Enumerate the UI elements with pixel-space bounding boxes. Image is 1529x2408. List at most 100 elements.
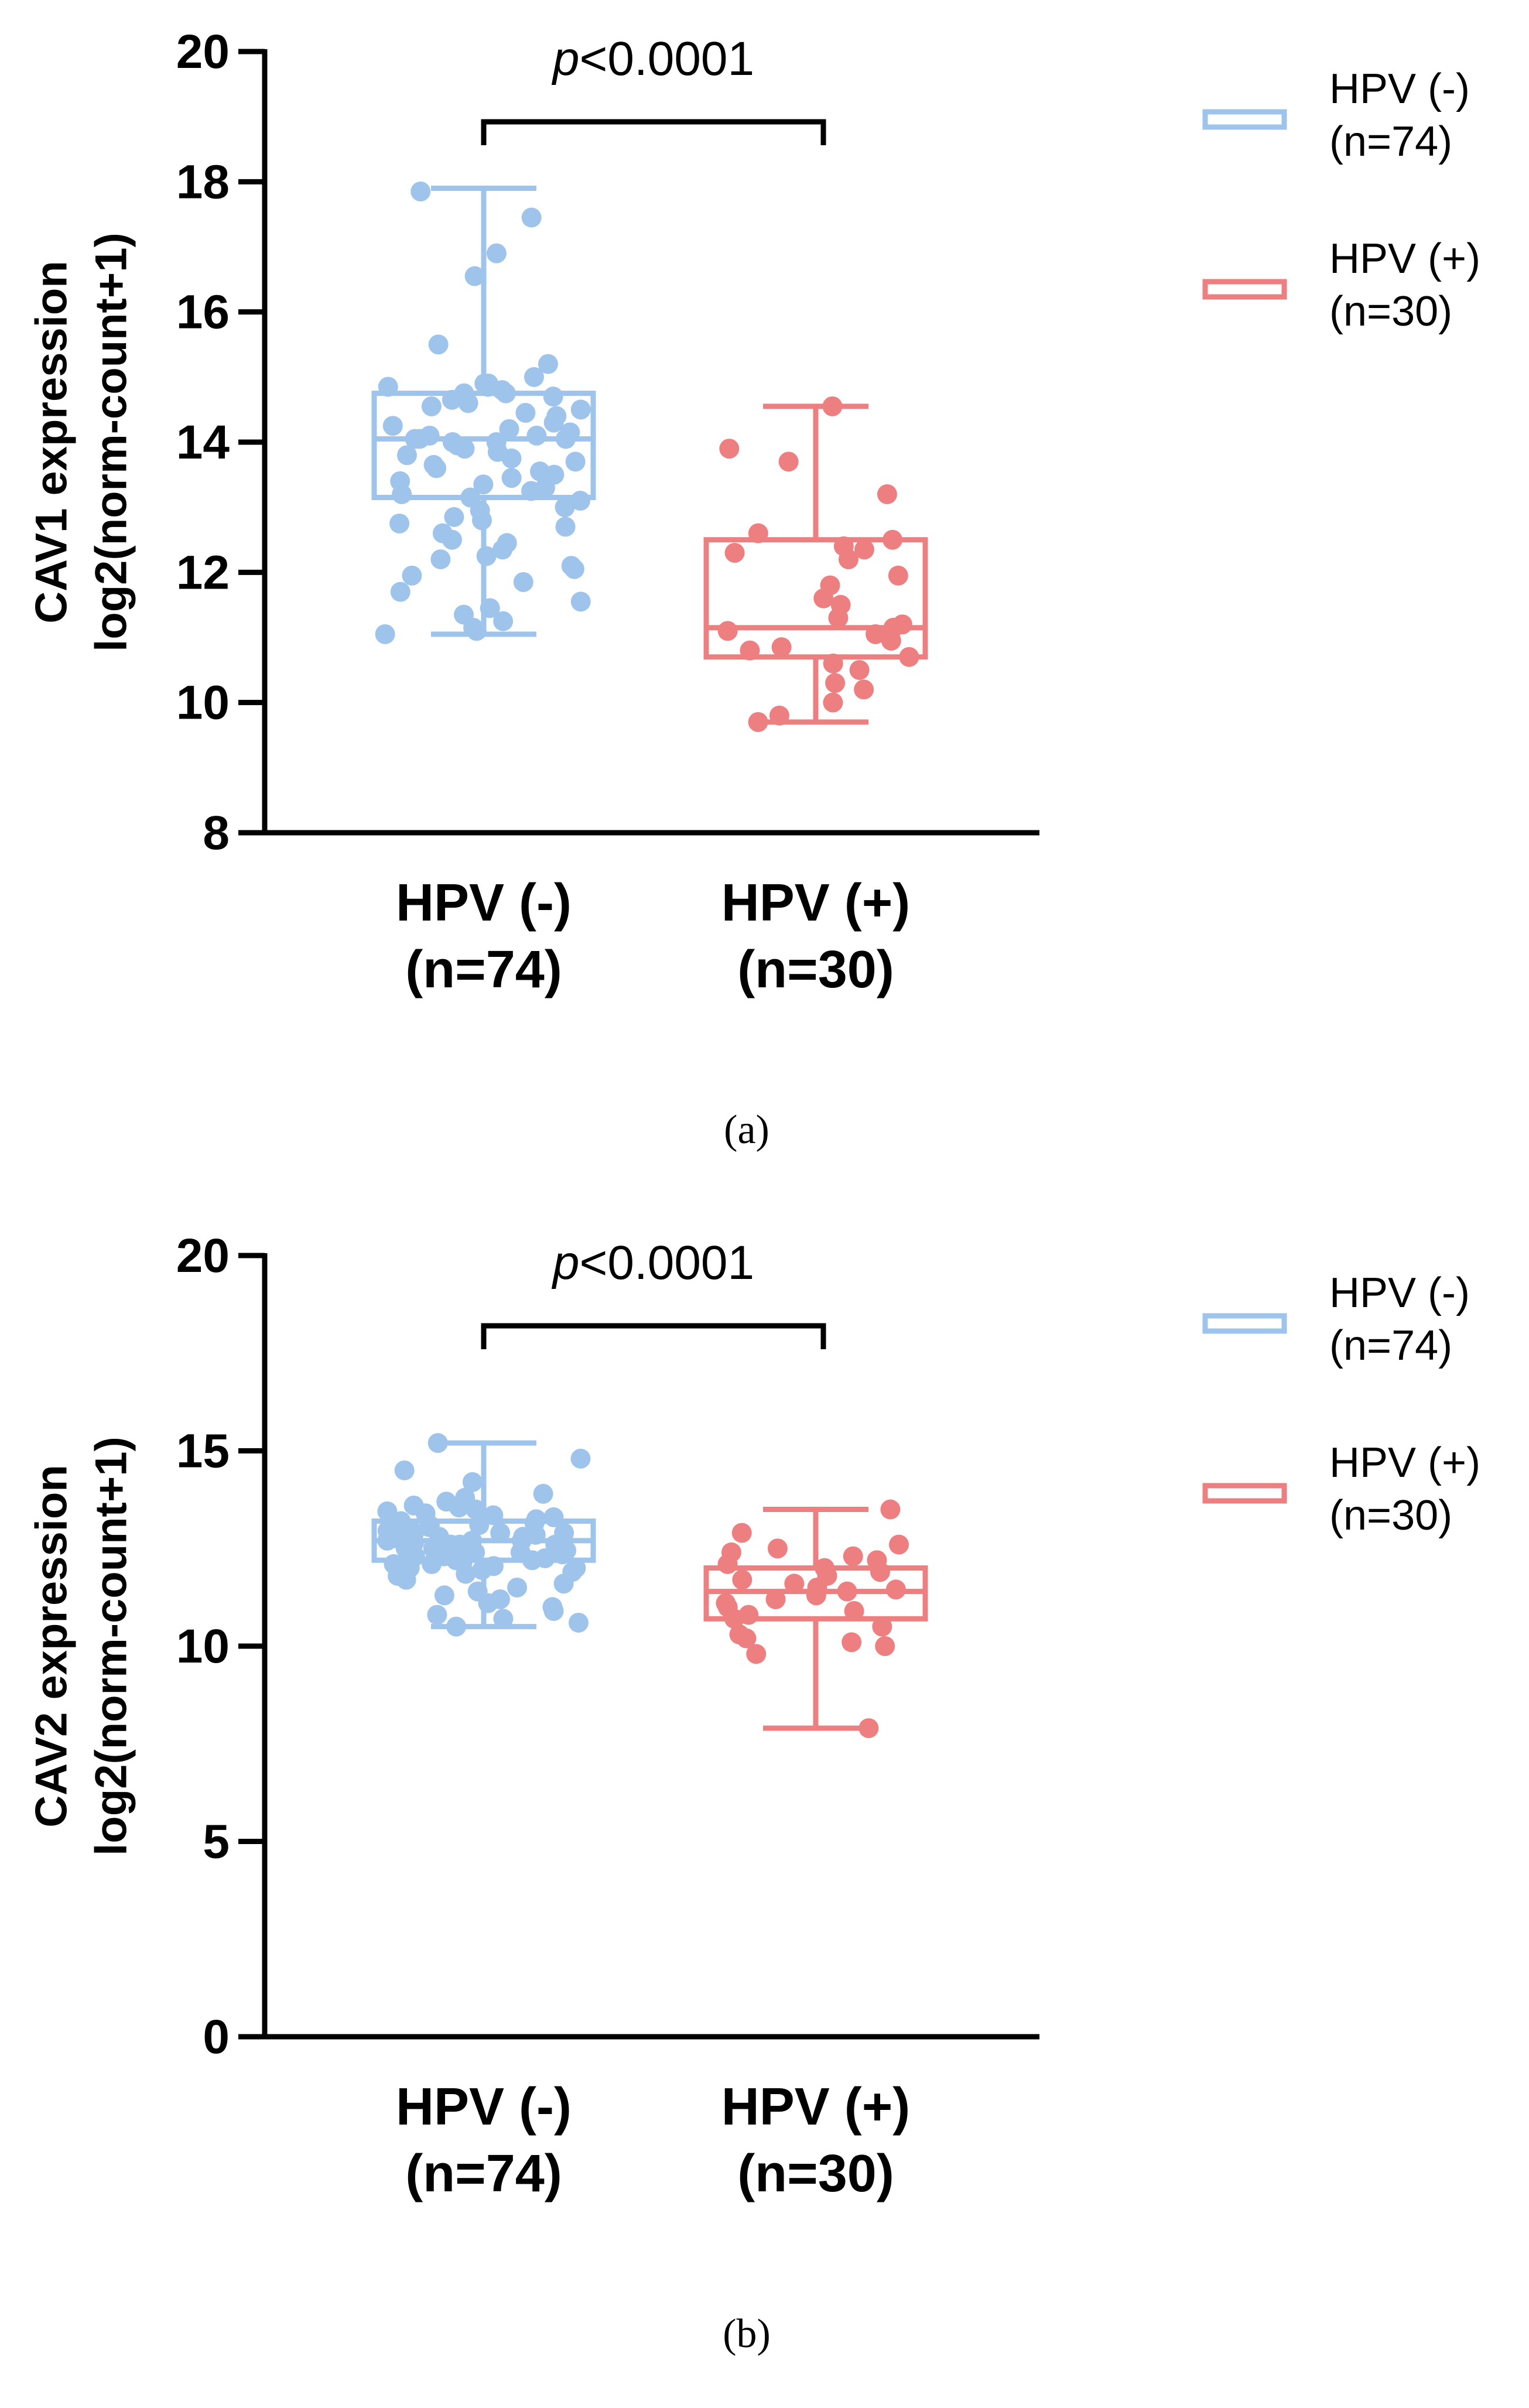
data-point [885, 1579, 906, 1600]
y-tick-label: 0 [203, 2010, 230, 2064]
data-point [866, 624, 886, 644]
data-point [731, 1523, 752, 1543]
p-value-label: p<0.0001 [551, 32, 754, 85]
data-point [888, 565, 908, 586]
box-group-hpv-negative [371, 1433, 596, 1637]
y-tick-label: 10 [176, 1620, 230, 1673]
data-point [732, 1569, 752, 1590]
data-point [746, 1644, 767, 1664]
legend-count: (n=30) [1329, 288, 1452, 335]
data-point [564, 559, 584, 579]
data-point [769, 705, 789, 726]
data-point [724, 1609, 745, 1629]
data-point [466, 1499, 486, 1520]
data-point [555, 497, 575, 518]
x-category-count: (n=74) [405, 940, 562, 999]
data-point [849, 660, 870, 680]
data-point [875, 1636, 895, 1656]
data-point [442, 529, 462, 550]
panel-caption: (a) [724, 1107, 769, 1152]
data-point [524, 367, 544, 387]
panel-b: 0 5 10 15 20 CAV2 expression log2(norm-count+1… [0, 1204, 1529, 2408]
legend-count: (n=74) [1329, 118, 1452, 165]
data-point [427, 1605, 447, 1625]
data-point [396, 1569, 416, 1590]
p-value-number: <0.0001 [579, 1236, 754, 1289]
data-point [473, 474, 494, 495]
data-point [813, 588, 834, 608]
data-point [854, 679, 874, 700]
y-tick-label: 16 [176, 286, 230, 339]
p-value-symbol: p [551, 32, 580, 85]
legend-label: HPV (-) [1329, 66, 1470, 112]
box-group-hpv-positive [703, 396, 928, 733]
data-point [872, 1616, 892, 1637]
data-point [375, 624, 395, 644]
p-value-number: <0.0001 [579, 32, 754, 85]
data-point [543, 1507, 564, 1527]
data-point [880, 1499, 901, 1520]
p-value-symbol: p [551, 1236, 580, 1289]
data-point [889, 1534, 909, 1555]
data-point [442, 389, 462, 410]
chart-b-svg: 0 5 10 15 20 CAV2 expression log2(norm-count+1… [27, 1229, 1481, 2356]
data-point [449, 1497, 469, 1518]
x-category-label: HPV (+) [721, 2078, 911, 2136]
legend-item: HPV (+) (n=30) [1202, 1439, 1480, 1539]
y-axis-label-line2: log2(norm-count+1) [87, 1436, 136, 1856]
data-point [877, 484, 897, 504]
data-point [717, 1554, 738, 1574]
data-point [446, 1616, 467, 1637]
data-point [554, 1523, 574, 1543]
y-axis-label-line1: CAV2 expression [27, 1465, 77, 1828]
box-group-hpv-negative [371, 182, 596, 644]
data-point [471, 510, 492, 531]
data-point [480, 598, 500, 618]
legend-swatch [1202, 1313, 1287, 1334]
x-category-count: (n=74) [405, 2144, 562, 2203]
data-point [837, 1581, 857, 1602]
data-point [493, 1609, 514, 1629]
data-point [570, 491, 590, 511]
y-tick-label: 12 [176, 546, 230, 599]
box-iqr [703, 537, 928, 660]
data-point [538, 354, 558, 374]
data-point [881, 631, 901, 651]
y-axis-label: CAV1 expression log2(norm-count+1) [27, 232, 136, 652]
data-point [844, 1600, 864, 1621]
data-point [426, 458, 447, 478]
y-tick-label: 15 [176, 1425, 230, 1478]
x-category-count: (n=30) [737, 2144, 894, 2203]
data-point [822, 396, 843, 416]
data-point [570, 399, 591, 420]
data-point [377, 1530, 398, 1551]
data-point [419, 1515, 440, 1535]
data-point [478, 1593, 498, 1613]
data-point [565, 452, 586, 472]
data-point [748, 523, 768, 543]
significance-bracket [481, 1323, 826, 1349]
y-tick-label: 14 [176, 416, 230, 469]
data-point [411, 182, 431, 202]
x-category-label: HPV (+) [721, 874, 911, 932]
panel-a: 8 10 12 14 16 18 20 CAV1 expression log2(norm-co… [27, 25, 1481, 1152]
data-point [396, 445, 417, 466]
data-point [507, 1577, 528, 1598]
data-point [483, 1505, 504, 1525]
legend-label: HPV (-) [1329, 1270, 1470, 1316]
data-point [456, 1564, 476, 1584]
data-point [570, 591, 591, 612]
data-point [521, 207, 542, 228]
data-point [736, 1628, 757, 1648]
data-point [717, 621, 738, 641]
data-point [522, 1550, 542, 1571]
data-point [823, 653, 843, 673]
x-category-label: HPV (-) [396, 874, 572, 932]
data-point [476, 546, 497, 566]
chart-a-svg: 8 10 12 14 16 18 20 CAV1 expression log2(norm-co… [27, 25, 1481, 1152]
data-point [858, 1718, 879, 1739]
data-point [515, 402, 536, 423]
data-point [390, 582, 411, 602]
significance-bracket [481, 119, 826, 145]
legend-count: (n=74) [1329, 1322, 1452, 1369]
